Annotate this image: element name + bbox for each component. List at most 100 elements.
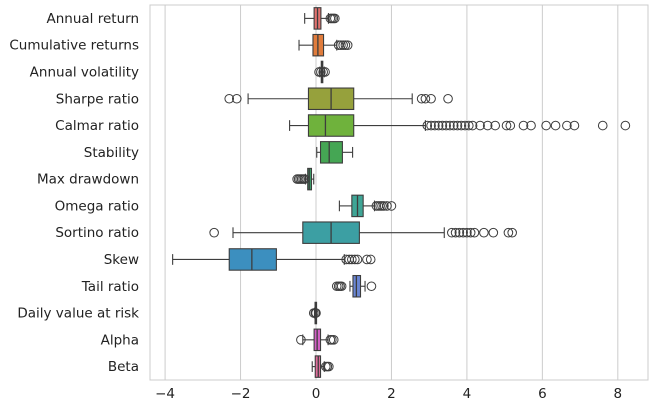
outlier-point xyxy=(469,227,480,238)
outlier-point xyxy=(330,13,340,24)
outlier-point xyxy=(501,120,512,131)
outlier-point xyxy=(362,254,372,265)
outlier-point xyxy=(488,227,499,238)
outlier-point xyxy=(336,281,347,292)
outlier-point xyxy=(422,120,433,131)
x-tick-label: 6 xyxy=(538,386,547,402)
y-category-label: Cumulative returns xyxy=(9,38,139,54)
outlier-point xyxy=(328,335,339,345)
outlier-point xyxy=(465,227,476,238)
y-category-label: Alpha xyxy=(101,332,139,348)
outlier-point xyxy=(379,201,389,211)
outlier-point xyxy=(430,120,440,131)
outlier-point xyxy=(426,120,436,131)
grid-lines xyxy=(164,5,619,380)
outlier-point xyxy=(445,120,455,131)
box-group xyxy=(349,274,366,298)
y-category-label: Sortino ratio xyxy=(55,225,139,241)
box-group xyxy=(247,87,413,111)
outlier-points xyxy=(209,13,631,372)
outlier-point xyxy=(320,67,330,77)
outlier-point xyxy=(463,120,474,131)
outlier-point xyxy=(296,335,306,345)
y-category-label: Stability xyxy=(84,145,139,161)
outlier-point xyxy=(458,227,468,238)
y-category-label: Omega ratio xyxy=(55,198,139,214)
box-group xyxy=(313,301,318,325)
outlier-point xyxy=(456,120,467,131)
y-category-label: Annual volatility xyxy=(30,64,139,80)
outlier-point xyxy=(420,93,431,104)
box-rect xyxy=(307,114,355,137)
outlier-point xyxy=(448,120,459,131)
plot-frame xyxy=(149,4,649,381)
outlier-point xyxy=(338,40,348,50)
outlier-point xyxy=(526,120,536,131)
outlier-point xyxy=(441,120,451,131)
outlier-point xyxy=(503,227,514,238)
box-rect xyxy=(228,248,277,271)
outlier-point xyxy=(352,254,363,265)
box-group xyxy=(338,194,376,218)
outlier-point xyxy=(433,120,444,131)
y-category-label: Beta xyxy=(108,359,139,375)
box-group xyxy=(316,141,354,164)
outlier-point xyxy=(416,93,427,104)
y-category-label: Annual return xyxy=(47,11,140,27)
outlier-point xyxy=(342,40,353,50)
outlier-point xyxy=(324,361,334,372)
outlier-point xyxy=(475,120,485,131)
y-category-label: Daily value at risk xyxy=(17,306,139,322)
x-tick-label: 4 xyxy=(463,386,472,402)
outlier-point xyxy=(316,67,326,77)
outlier-point xyxy=(454,227,465,238)
box-rect xyxy=(319,141,343,164)
box-series xyxy=(172,7,445,378)
outlier-point xyxy=(382,201,392,211)
outlier-point xyxy=(569,120,580,131)
outlier-point xyxy=(386,201,397,211)
outlier-point xyxy=(340,40,351,50)
outlier-point xyxy=(365,254,376,265)
outlier-point xyxy=(597,120,608,131)
y-category-label: Sharpe ratio xyxy=(56,91,139,107)
x-tick-label: 2 xyxy=(387,386,396,402)
x-tick-label: −2 xyxy=(231,386,251,402)
box-group xyxy=(232,221,445,244)
outlier-point xyxy=(311,308,321,318)
outlier-point xyxy=(460,120,470,131)
outlier-point xyxy=(347,254,357,265)
outlier-point xyxy=(426,93,436,104)
outlier-point xyxy=(452,120,463,131)
outlier-point xyxy=(562,120,572,131)
y-axis-labels: Annual return Cumulative returns Annual vo… xyxy=(9,11,139,375)
outlier-point xyxy=(443,93,453,104)
outlier-point xyxy=(224,93,235,104)
outlier-point xyxy=(541,120,551,131)
outlier-point xyxy=(462,227,472,238)
y-category-label: Max drawdown xyxy=(37,172,139,188)
outlier-point xyxy=(482,120,493,131)
outlier-point xyxy=(507,227,517,238)
outlier-point xyxy=(490,120,501,131)
outlier-point xyxy=(550,120,561,131)
outlier-point xyxy=(518,120,529,131)
outlier-point xyxy=(231,93,242,104)
x-tick-label: 0 xyxy=(312,386,321,402)
box-group xyxy=(172,248,345,271)
outlier-point xyxy=(467,120,478,131)
y-category-label: Tail ratio xyxy=(81,279,139,295)
outlier-point xyxy=(299,174,310,184)
y-category-label: Calmar ratio xyxy=(55,118,139,134)
y-category-label: Skew xyxy=(104,252,139,268)
outlier-point xyxy=(209,227,219,238)
outlier-point xyxy=(350,254,360,265)
outlier-point xyxy=(620,120,631,131)
outlier-point xyxy=(479,227,489,238)
outlier-point xyxy=(450,227,461,238)
x-tick-label: 8 xyxy=(614,386,623,402)
outlier-point xyxy=(505,120,516,131)
outlier-point xyxy=(437,120,448,131)
outlier-point xyxy=(366,281,377,292)
